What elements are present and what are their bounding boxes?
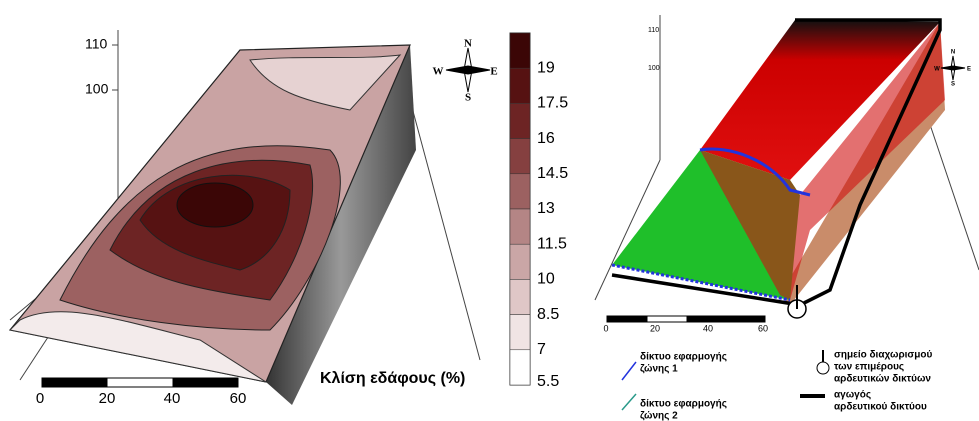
- colorbar-label: 14.5: [537, 165, 568, 182]
- compass-label: S: [951, 82, 955, 88]
- colorbar-band: [510, 174, 530, 209]
- colorbar-band: [510, 279, 530, 314]
- legend-label: των επιμέρους: [834, 362, 904, 373]
- colorbar-label: 13: [537, 200, 555, 217]
- elevation-label: 100: [85, 81, 109, 97]
- colorbar-label: 11.5: [537, 235, 567, 252]
- compass-label: E: [490, 66, 497, 78]
- figure: 110100NSWE0204060Κλίση εδάφους (%)1917.5…: [0, 0, 979, 421]
- scale-label: 60: [230, 390, 247, 407]
- colorbar-band: [510, 103, 530, 138]
- scale-label: 40: [164, 390, 181, 407]
- colorbar-label: 19: [537, 59, 555, 76]
- elevation-label: 110: [85, 36, 108, 52]
- legend-label: σημείο διαχωρισμού: [834, 350, 932, 361]
- colorbar-band: [510, 209, 530, 244]
- legend-label: δίκτυο εφαρμογής: [640, 399, 727, 410]
- colorbar-label: 17.5: [537, 95, 568, 112]
- colorbar-label: 7: [537, 341, 546, 358]
- scale-label: 40: [703, 323, 713, 333]
- compass-label: E: [967, 67, 971, 73]
- compass-label: N: [464, 38, 472, 50]
- legend-label: αγωγός: [834, 390, 871, 401]
- legend-label: αρδευτικού δικτύου: [834, 402, 927, 413]
- scale-label: 20: [99, 390, 116, 407]
- colorbar-band: [510, 68, 530, 103]
- colorbar-band: [510, 244, 530, 279]
- compass-label: S: [465, 92, 471, 104]
- right-terrain: [612, 20, 945, 318]
- colorbar-band: [510, 139, 530, 174]
- compass-label: N: [951, 50, 955, 56]
- elevation-label: 110: [648, 27, 659, 34]
- left-compass: [446, 48, 490, 92]
- colorbar-label: 5.5: [537, 373, 559, 390]
- colorbar-band: [510, 315, 530, 350]
- elevation-label: 100: [648, 65, 660, 72]
- colorbar-label: 10: [537, 271, 555, 288]
- left-terrain: [10, 45, 416, 405]
- legend-label: δίκτυο εφαρμογής: [640, 352, 727, 363]
- colorbar-label: 16: [537, 130, 555, 147]
- right-compass: [941, 56, 965, 80]
- legend-label: αρδευτικών δικτύων: [834, 374, 931, 385]
- compass-label: W: [934, 67, 940, 73]
- legend-title: Κλίση εδάφους (%): [320, 370, 465, 387]
- legend-label: ζώνης 2: [640, 411, 678, 421]
- right-scale-bar: [607, 316, 765, 322]
- legend-label: ζώνης 1: [640, 364, 678, 375]
- colorbar-band: [510, 33, 530, 68]
- scale-label: 20: [650, 323, 660, 333]
- left-scale-bar: [42, 378, 238, 387]
- colorbar-band: [510, 350, 530, 385]
- scale-label: 60: [758, 323, 768, 333]
- scale-label: 0: [36, 390, 44, 407]
- compass-label: W: [433, 66, 444, 78]
- scale-label: 0: [603, 323, 608, 333]
- colorbar-label: 8.5: [537, 306, 559, 323]
